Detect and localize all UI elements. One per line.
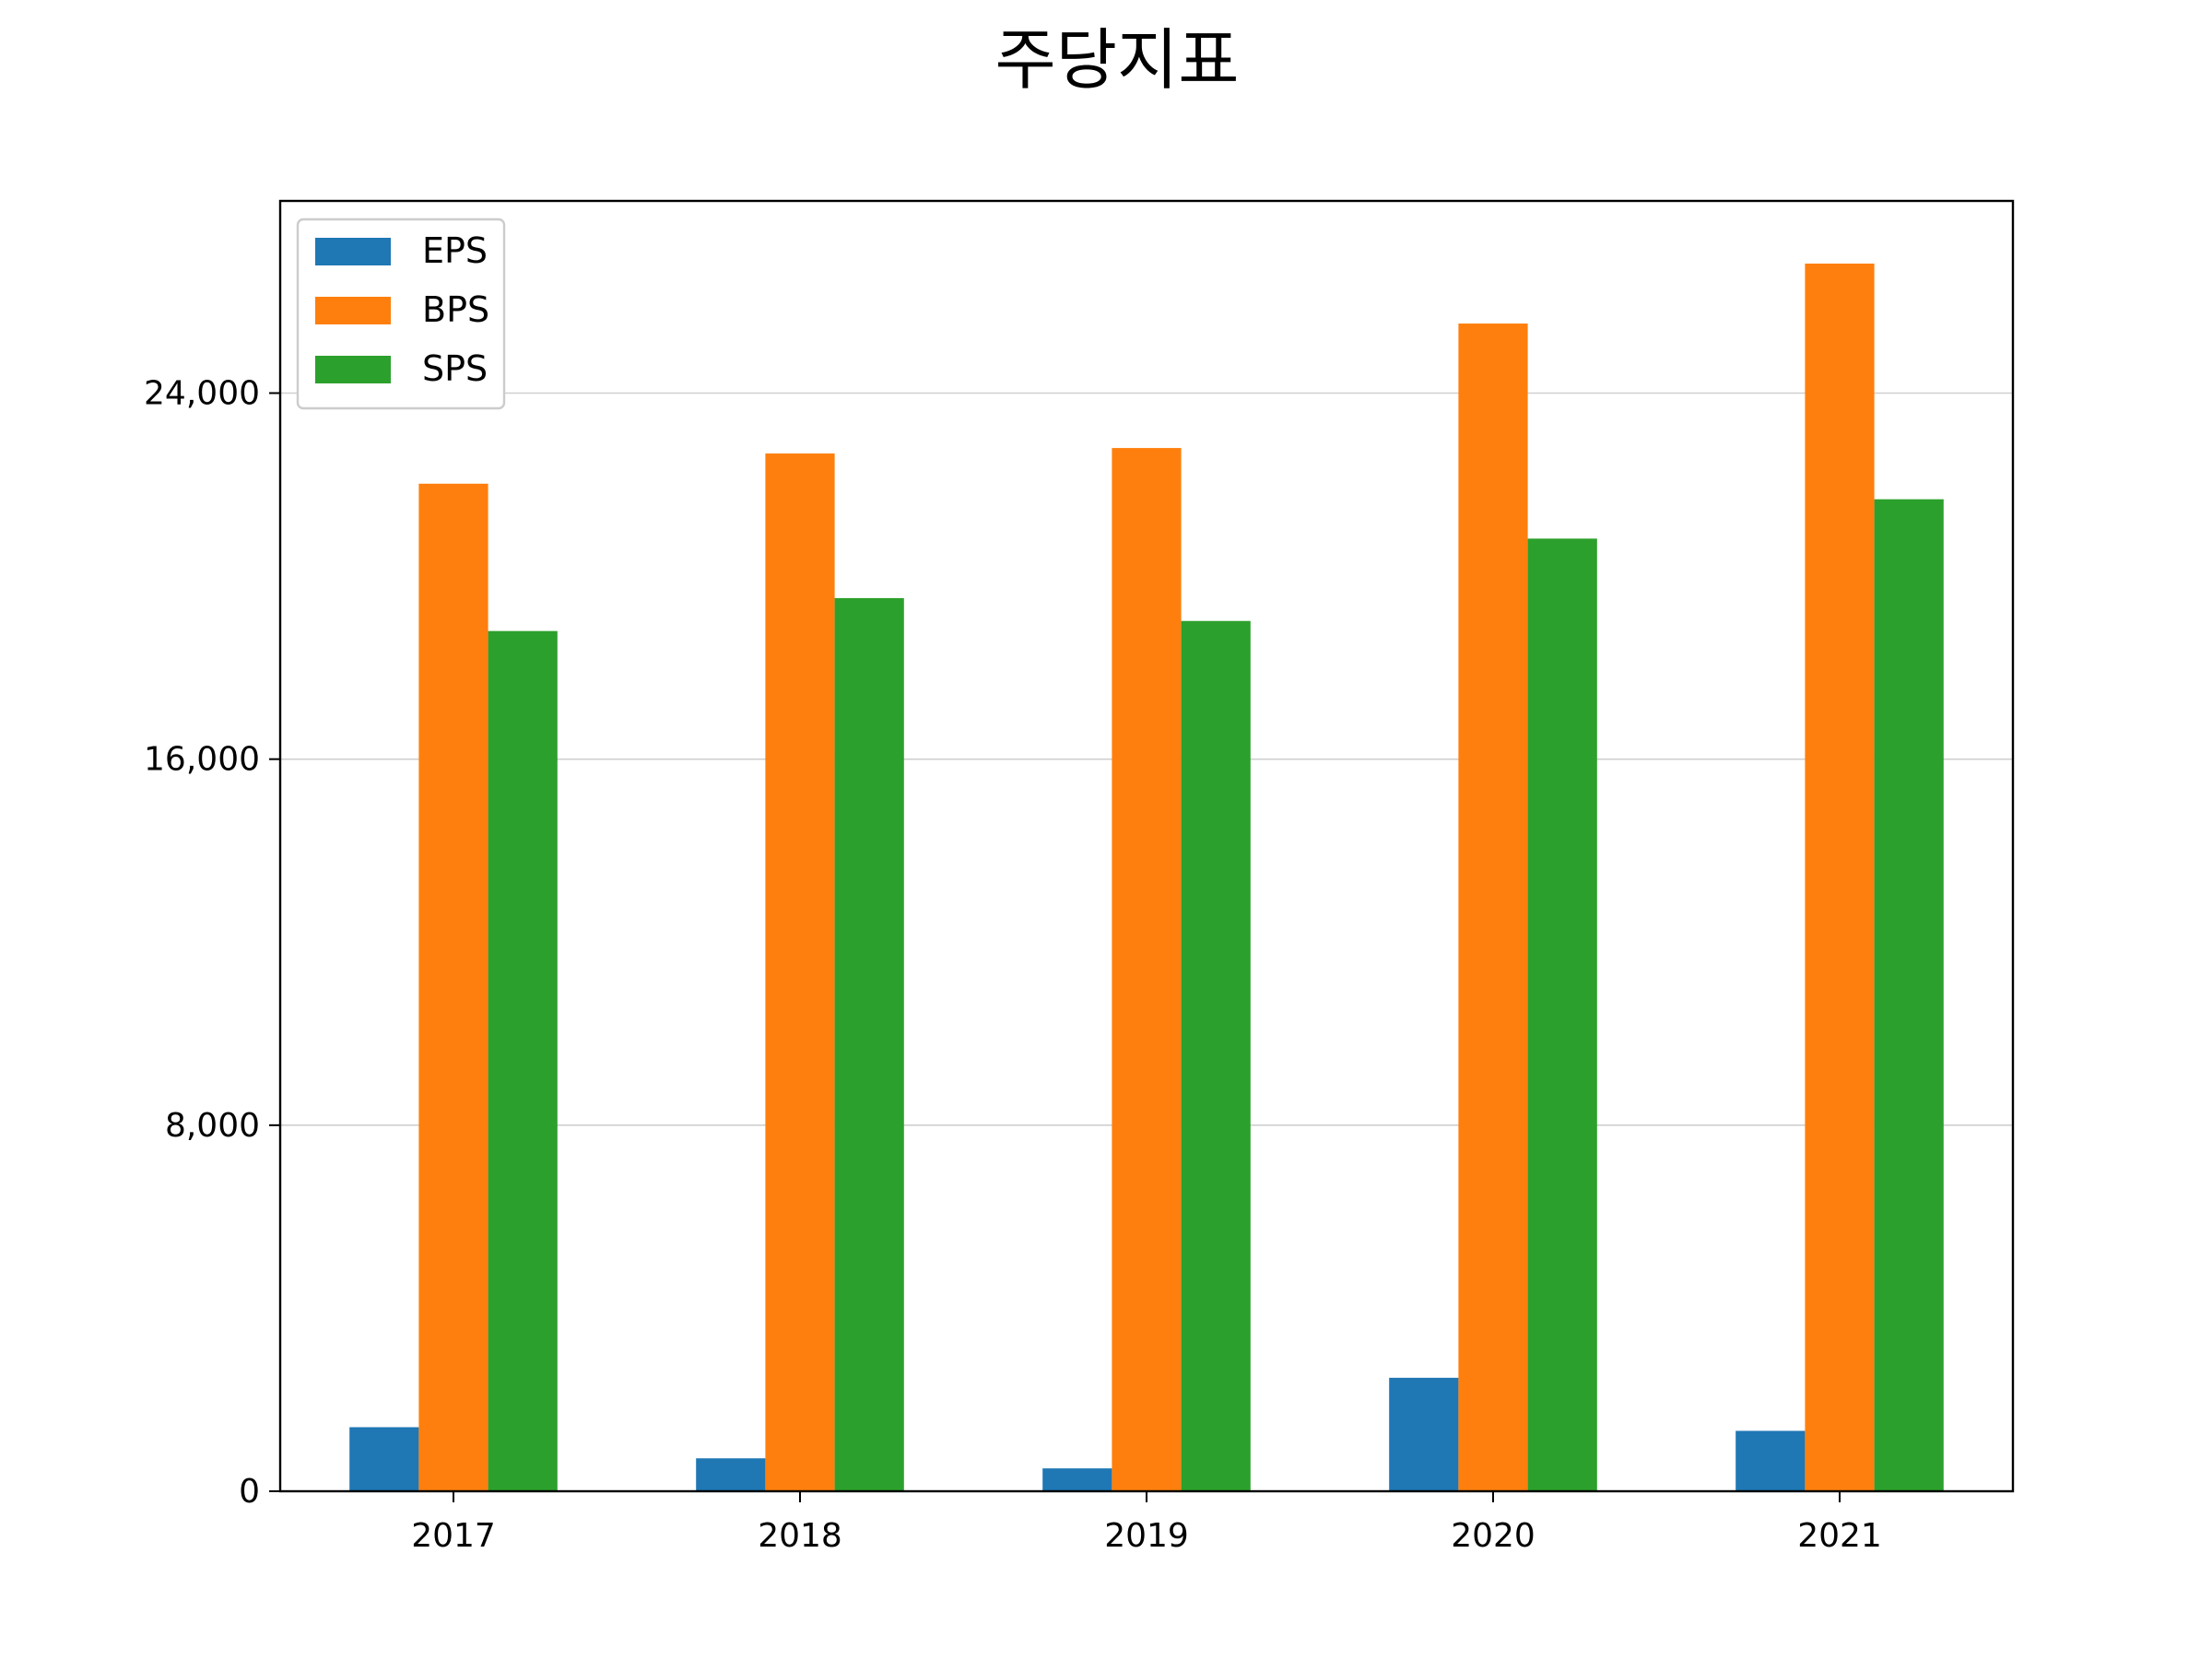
bar-sps-2017 bbox=[488, 630, 558, 1491]
bar-sps-2019 bbox=[1181, 620, 1251, 1491]
bar-bps-2019 bbox=[1112, 448, 1182, 1492]
y-axis: 0 8,000 16,000 24,000 bbox=[144, 375, 280, 1511]
legend-label-bps: BPS bbox=[422, 289, 489, 330]
x-tick-label: 2021 bbox=[1797, 1517, 1882, 1555]
bar-sps-2020 bbox=[1527, 538, 1597, 1491]
bar-eps-2018 bbox=[696, 1458, 766, 1491]
bar-sps-2018 bbox=[834, 597, 904, 1491]
chart-title: 주당지표 bbox=[995, 21, 1240, 99]
y-tick-label: 0 bbox=[239, 1473, 260, 1511]
x-tick-label: 2017 bbox=[411, 1517, 496, 1555]
bars-group bbox=[349, 264, 1944, 1492]
bar-bps-2021 bbox=[1805, 264, 1875, 1492]
bar-eps-2020 bbox=[1389, 1377, 1459, 1491]
legend: EPS BPS SPS bbox=[296, 218, 506, 410]
legend-label-sps: SPS bbox=[422, 348, 488, 389]
y-tick-label: 8,000 bbox=[165, 1107, 260, 1145]
y-tick-label: 24,000 bbox=[144, 375, 260, 413]
bar-eps-2021 bbox=[1735, 1430, 1806, 1491]
x-tick-label: 2019 bbox=[1104, 1517, 1189, 1555]
y-tick-label: 16,000 bbox=[144, 741, 260, 779]
legend-swatch-bps bbox=[315, 297, 391, 324]
bar-bps-2020 bbox=[1458, 324, 1528, 1491]
bar-eps-2017 bbox=[349, 1427, 419, 1491]
x-tick-label: 2020 bbox=[1451, 1517, 1535, 1555]
x-tick-label: 2018 bbox=[758, 1517, 842, 1555]
bar-bps-2018 bbox=[765, 453, 835, 1492]
bar-eps-2019 bbox=[1042, 1468, 1112, 1491]
x-axis: 2017 2018 2019 2020 2021 bbox=[411, 1491, 1882, 1555]
bar-sps-2021 bbox=[1874, 499, 1944, 1491]
legend-label-eps: EPS bbox=[422, 230, 488, 271]
legend-swatch-eps bbox=[315, 238, 391, 265]
bar-bps-2017 bbox=[418, 483, 488, 1491]
legend-swatch-sps bbox=[315, 356, 391, 383]
